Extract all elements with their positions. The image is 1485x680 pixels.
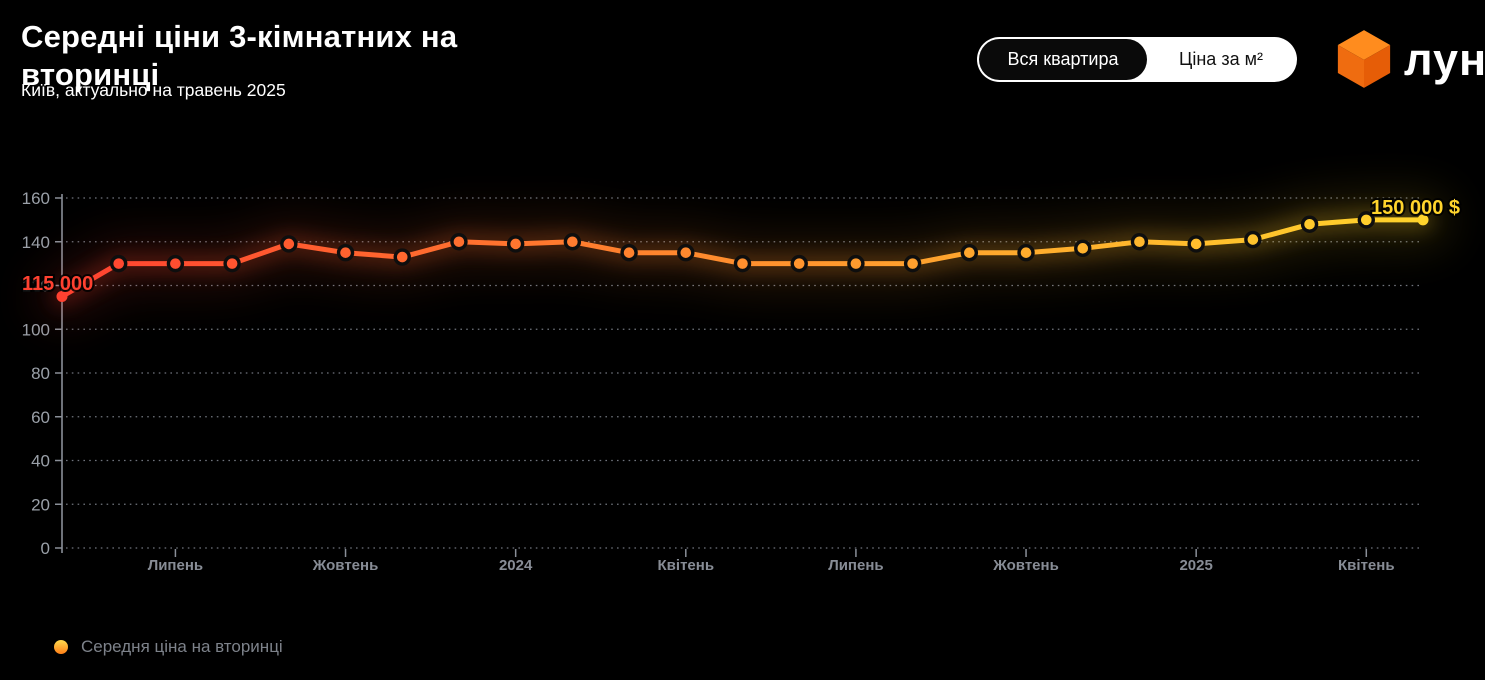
data-point (733, 254, 752, 273)
data-point (960, 243, 979, 262)
x-tick-label: Липень (148, 557, 203, 574)
data-point (223, 254, 241, 273)
data-point (56, 290, 68, 302)
y-tick-label: 0 (41, 539, 50, 558)
data-point (903, 254, 922, 273)
x-axis: Липень Жовтень 2024 Квітень Липень Жовтень 202… (148, 549, 1395, 574)
chart-legend: Середня ціна на вторинці (54, 637, 283, 657)
y-tick-label: 140 (22, 233, 50, 252)
x-tick-label: Жовтень (312, 557, 379, 574)
data-point (336, 243, 355, 262)
data-point (280, 235, 298, 253)
data-points (56, 211, 1429, 302)
data-point (166, 254, 185, 273)
y-tick-label: 80 (31, 364, 50, 383)
data-point (790, 254, 808, 273)
data-point (1244, 230, 1262, 249)
y-tick-label: 160 (22, 189, 50, 208)
data-point (563, 233, 582, 251)
toggle-option-whole-apartment[interactable]: Вся квартира (979, 39, 1147, 80)
x-tick-label: 2025 (1179, 557, 1212, 574)
data-point (393, 248, 411, 266)
lun-logo[interactable]: лун (1336, 28, 1485, 90)
data-point (677, 243, 695, 262)
legend-dot-icon (54, 640, 68, 654)
data-point (1300, 215, 1319, 233)
x-tick-label: Липень (828, 557, 883, 574)
first-value-label: 115 000 (22, 273, 93, 295)
data-point (1017, 243, 1035, 262)
legend-label: Середня ціна на вторинці (81, 637, 283, 656)
data-point (847, 254, 865, 273)
data-point (506, 235, 525, 253)
data-point (450, 233, 468, 251)
x-tick-label: Квітень (1338, 557, 1395, 574)
data-point (1187, 235, 1205, 253)
y-tick-label: 100 (22, 320, 50, 339)
lun-cube-icon (1337, 30, 1391, 88)
x-tick-label: Квітень (658, 557, 715, 574)
toggle-option-price-per-m2[interactable]: Ціна за м² (1149, 37, 1293, 82)
y-tick-label: 40 (31, 452, 50, 471)
data-point (1130, 233, 1149, 251)
data-point (1417, 214, 1429, 226)
y-tick-label: 60 (31, 408, 50, 427)
lun-logo-text: лун (1404, 33, 1485, 85)
data-point (110, 254, 128, 273)
data-point (1357, 211, 1375, 229)
x-tick-label: Жовтень (992, 557, 1059, 574)
page-title: Середні ціни 3-кімнатних на вторинці (21, 19, 458, 92)
y-tick-label: 20 (31, 495, 50, 514)
data-point (620, 243, 638, 262)
page-subtitle: Київ, актуально на травень 2025 (21, 80, 286, 100)
price-mode-toggle: Вся квартира Ціна за м² (977, 37, 1297, 82)
last-value-label: 150 000 $ (1371, 197, 1460, 219)
data-point (1074, 239, 1092, 258)
x-tick-label: 2024 (499, 557, 533, 574)
